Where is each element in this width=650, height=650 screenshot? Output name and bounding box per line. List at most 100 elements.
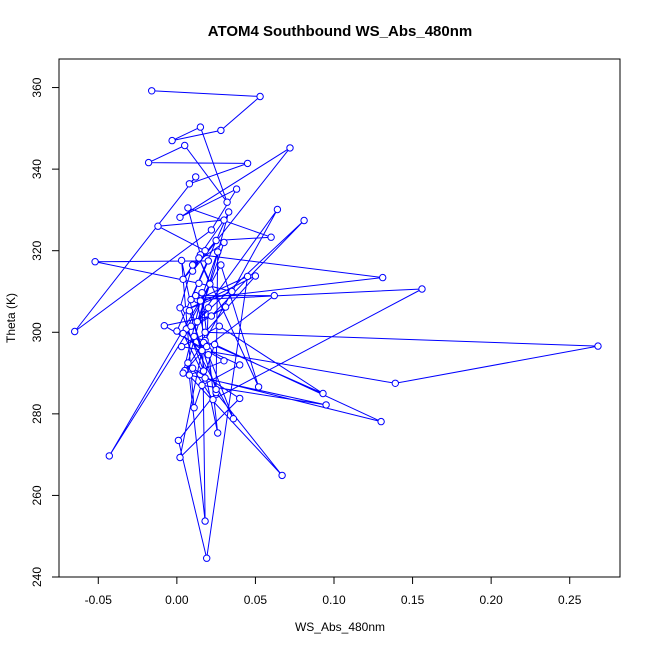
data-point [212,385,220,394]
chart-title: ATOM4 Southbound WS_Abs_480nm [208,23,472,40]
data-point [273,205,282,214]
data-point [187,322,195,330]
data-point [232,185,241,193]
data-point [220,216,228,224]
data-point [154,222,162,230]
data-point [251,272,260,280]
data-point [254,383,263,391]
x-axis-label: WS_Abs_480nm [295,620,385,634]
data-point [193,318,202,326]
data-point [168,136,176,145]
data-point [173,327,181,335]
series-layer [71,87,602,562]
data-point [209,395,217,404]
data-point [319,389,327,398]
data-point [192,291,200,300]
data-point [217,126,225,135]
x-tick-label: 0.00 [165,593,189,607]
data-point [185,180,194,188]
data-point [105,452,114,460]
data-point [177,342,186,351]
data-point [214,248,222,256]
y-tick-label: 260 [30,485,44,505]
data-point [195,279,203,287]
data-point [278,471,286,480]
data-point [174,436,183,445]
data-point [176,213,184,222]
y-tick-label: 320 [30,240,44,260]
data-point [212,236,220,245]
data-point [204,257,213,265]
data-point [322,401,330,409]
data-point [221,303,230,311]
data-point [201,328,209,336]
x-tick-label: 0.05 [244,593,268,607]
data-point [201,374,209,382]
data-point [418,285,426,293]
data-point [148,87,156,95]
data-point [198,289,206,297]
data-point [198,381,206,389]
data-point [220,238,228,247]
data-point [267,233,275,241]
data-point [201,517,209,525]
data-point [179,329,187,338]
data-point [144,158,153,167]
data-point [210,340,219,349]
data-point [190,332,198,341]
data-point [220,357,228,365]
y-tick-label: 340 [30,159,44,179]
data-point [201,247,209,255]
data-point [228,287,236,296]
data-point [204,304,213,312]
data-point [91,258,99,266]
data-point [196,297,205,305]
data-point [179,369,187,377]
data-point [199,367,208,375]
data-point [185,307,194,315]
x-tick-label: 0.25 [558,593,582,607]
data-point [203,342,211,351]
data-point [243,272,252,281]
y-axis: 240 260 280 300 320 340 360 [30,77,60,587]
data-point [377,417,385,426]
data-point [192,173,200,181]
data-point [198,346,206,355]
data-point [203,554,211,562]
data-point [286,144,294,152]
y-tick-label: 300 [30,322,44,342]
data-point [176,453,184,462]
data-point [176,304,184,312]
y-tick-label: 280 [30,404,44,424]
data-point [188,364,197,372]
data-point [204,351,213,359]
data-point [379,273,387,282]
x-tick-label: 0.10 [322,593,346,607]
data-point [177,256,186,265]
data-point [214,429,222,437]
data-point [270,291,278,300]
data-point [594,342,602,350]
data-point [236,361,244,369]
y-tick-label: 360 [30,77,44,97]
data-point [207,312,216,320]
data-point [160,322,169,330]
data-point [243,159,252,168]
data-point [215,322,224,330]
data-point [207,226,216,234]
x-axis: -0.05 0.00 0.05 0.10 0.15 0.20 0.25 [85,576,582,607]
data-point [225,208,233,216]
x-tick-label: 0.20 [479,593,503,607]
y-axis-label: Theta (K) [4,293,18,343]
data-point [71,327,79,336]
data-point [184,359,192,367]
data-point [190,404,198,412]
x-tick-label: 0.15 [401,593,425,607]
data-point [300,216,308,225]
data-point [206,280,214,288]
data-point [196,123,205,131]
data-point [181,141,189,150]
